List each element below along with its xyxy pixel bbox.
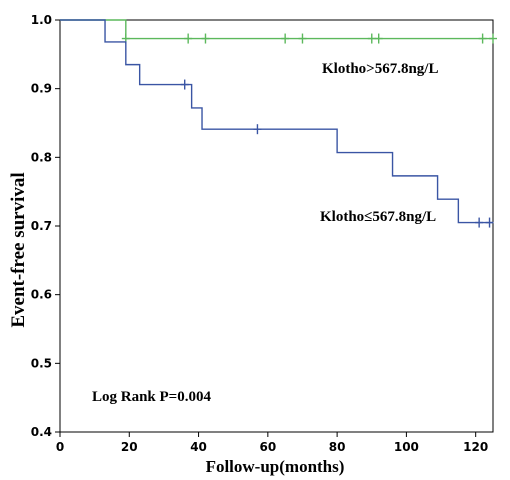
series-0 [60,19,497,44]
plot-frame [59,19,494,433]
censor-mark [281,33,290,44]
censor-mark [180,79,189,90]
censor-mark [253,124,262,135]
censor-mark [489,33,497,44]
x-tick-label: 20 [121,440,138,454]
y-tick-label: 0.7 [31,219,52,233]
censor-mark [367,33,376,44]
y-tick-label: 0.5 [31,356,52,370]
censor-mark [201,33,210,44]
censor-mark [478,33,487,44]
series-line-1 [60,19,493,224]
y-tick-label: 0.6 [31,288,52,302]
y-axis-label: Event-free survival [8,172,29,327]
x-tick-label: 60 [259,440,276,454]
series-layer [60,19,497,228]
y-tick-label: 0.9 [31,82,52,96]
y-tick-label: 0.8 [31,150,52,164]
y-tick-label: 0.4 [31,425,52,439]
x-axis-label: Follow-up(months) [206,457,345,476]
x-tick-label: 40 [190,440,207,454]
censor-mark [485,217,494,228]
x-tick-label: 80 [329,440,346,454]
series-1 [60,19,494,228]
annotation-klotho-low: Klotho≤567.8ng/L [320,209,436,225]
x-tick-label: 120 [463,440,488,454]
y-tick-label: 1.0 [31,13,52,27]
x-tick-label: 100 [394,440,419,454]
x-tick-label: 0 [56,440,64,454]
axes: 0.4 0.5 0.6 0.7 0.8 0.9 1.0 0 20 40 60 80 100 120 [31,13,494,454]
censor-mark [374,33,383,44]
censor-mark [184,33,193,44]
annotation-log-rank: Log Rank P=0.004 [92,389,211,405]
censor-mark [298,33,307,44]
annotation-klotho-high: Klotho>567.8ng/L [322,61,438,77]
censor-mark [475,217,484,228]
series-line-0 [60,19,493,40]
